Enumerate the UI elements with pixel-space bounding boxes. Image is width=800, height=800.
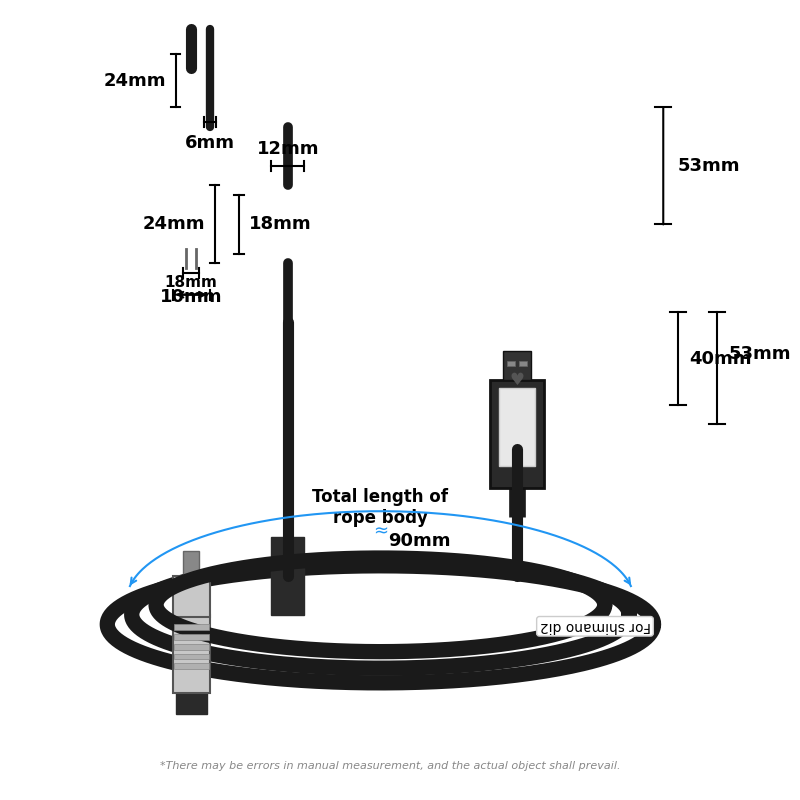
Bar	[499, 388, 534, 466]
Bar	[503, 351, 530, 381]
Text: ♥: ♥	[510, 371, 524, 390]
Bar	[174, 654, 209, 659]
Text: 12mm: 12mm	[257, 140, 319, 158]
Text: 90mm: 90mm	[388, 533, 450, 550]
Text: Total length of
rope body: Total length of rope body	[313, 488, 449, 526]
Text: *There may be errors in manual measurement, and the actual object shall prevail.: *There may be errors in manual measureme…	[160, 761, 621, 770]
Bar	[490, 381, 544, 488]
Text: 18mm: 18mm	[165, 274, 218, 290]
Text: ≈: ≈	[373, 522, 388, 541]
Bar	[174, 624, 209, 630]
Bar	[507, 361, 515, 366]
Text: 24mm: 24mm	[142, 215, 205, 234]
Bar	[183, 551, 199, 577]
Bar	[174, 634, 209, 640]
Bar	[174, 644, 209, 650]
Text: 53mm: 53mm	[678, 157, 740, 175]
Text: For shimano di2: For shimano di2	[539, 619, 650, 634]
Text: 6mm: 6mm	[185, 134, 234, 152]
Text: 24mm: 24mm	[103, 71, 166, 90]
Bar	[519, 361, 526, 366]
Bar	[174, 663, 209, 670]
Text: 40mm: 40mm	[690, 350, 752, 367]
Bar	[271, 537, 304, 614]
Bar	[175, 693, 206, 714]
Text: 53mm: 53mm	[729, 345, 791, 362]
Bar	[173, 575, 210, 617]
Text: 10mm: 10mm	[160, 288, 222, 306]
Bar	[173, 614, 210, 693]
Text: 18mm: 18mm	[249, 215, 311, 234]
